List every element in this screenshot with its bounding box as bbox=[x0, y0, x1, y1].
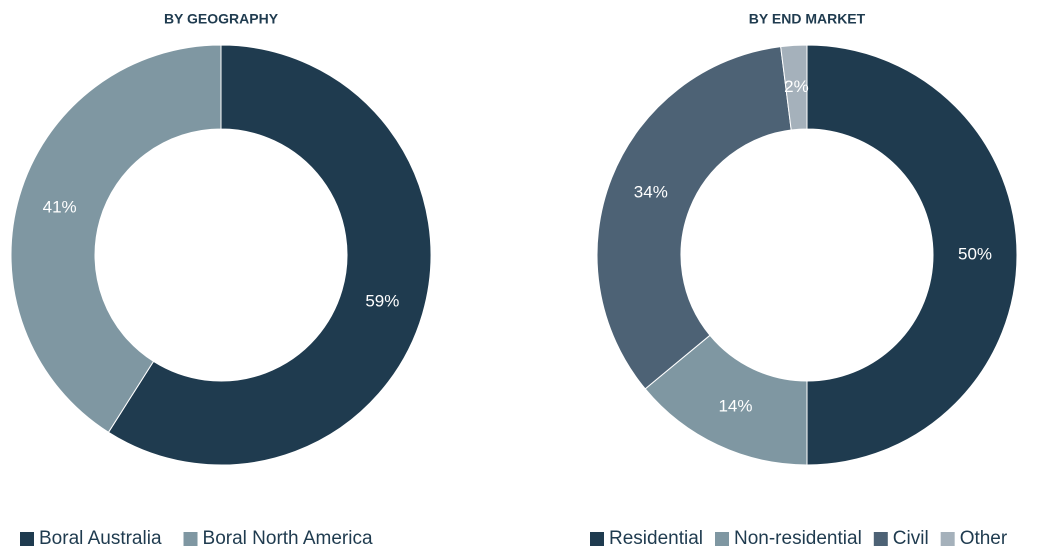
slice-label: 41% bbox=[43, 198, 77, 217]
legend-label: Civil bbox=[893, 528, 929, 548]
legend-swatch bbox=[20, 532, 34, 546]
legend-swatch bbox=[183, 532, 198, 546]
legend-swatch bbox=[940, 532, 955, 546]
slice-label: 34% bbox=[634, 183, 668, 202]
legend-swatch bbox=[590, 532, 604, 546]
legend-swatch bbox=[715, 532, 729, 546]
chart-title: BY GEOGRAPHY bbox=[164, 11, 279, 27]
slice-label: 14% bbox=[718, 396, 752, 415]
donut-slice bbox=[10, 44, 222, 433]
legend-label: Non-residential bbox=[734, 528, 862, 548]
legend-label: Boral Australia bbox=[39, 528, 162, 548]
donut-slice bbox=[107, 44, 432, 466]
legend-label: Residential bbox=[609, 528, 703, 548]
donut-slice bbox=[596, 46, 792, 390]
slice-label: 50% bbox=[958, 244, 992, 263]
legend-label: Boral North America bbox=[203, 528, 373, 548]
slice-label: 2% bbox=[784, 77, 809, 96]
legend-label: Other bbox=[960, 528, 1008, 548]
legend-swatch bbox=[873, 532, 888, 546]
slice-label: 59% bbox=[365, 291, 399, 310]
donut-slice bbox=[806, 44, 1018, 466]
chart-title: BY END MARKET bbox=[749, 11, 866, 27]
donut-slice bbox=[780, 44, 808, 131]
